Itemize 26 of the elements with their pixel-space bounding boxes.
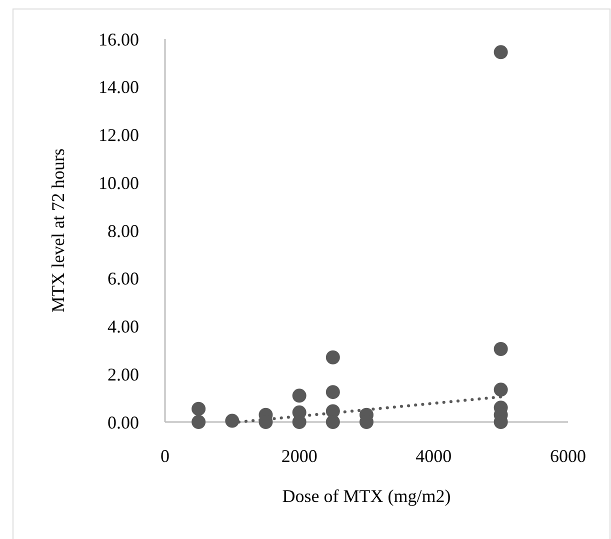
point — [192, 402, 206, 416]
x-tick-label: 6000 — [550, 446, 586, 466]
y-tick-label: 8.00 — [108, 220, 139, 241]
point — [494, 382, 508, 397]
y-tick-label: 0.00 — [108, 412, 139, 432]
point — [494, 342, 508, 356]
y-tick-label: 10.00 — [98, 172, 139, 193]
point — [326, 350, 340, 364]
point — [494, 45, 508, 60]
x-axis-title: Dose of MTX (mg/m2) — [282, 486, 451, 506]
y-tick-label: 6.00 — [108, 268, 139, 289]
x-tick-label: 0 — [160, 446, 170, 466]
y-tick-label: 16.00 — [98, 29, 139, 50]
point — [225, 414, 240, 428]
point — [192, 415, 206, 429]
y-tick-label: 12.00 — [98, 125, 139, 146]
y-tick-label: 2.00 — [108, 364, 139, 384]
x-tick-label: 2000 — [281, 446, 318, 466]
point — [326, 415, 340, 429]
point — [292, 388, 306, 403]
point — [326, 385, 340, 400]
y-tick-label: 4.00 — [108, 316, 139, 337]
y-axis-title: MTX level at 72 hours — [48, 148, 68, 312]
point — [292, 415, 306, 429]
y-tick-label: 14.00 — [98, 77, 139, 98]
x-tick-label: 4000 — [416, 446, 452, 466]
